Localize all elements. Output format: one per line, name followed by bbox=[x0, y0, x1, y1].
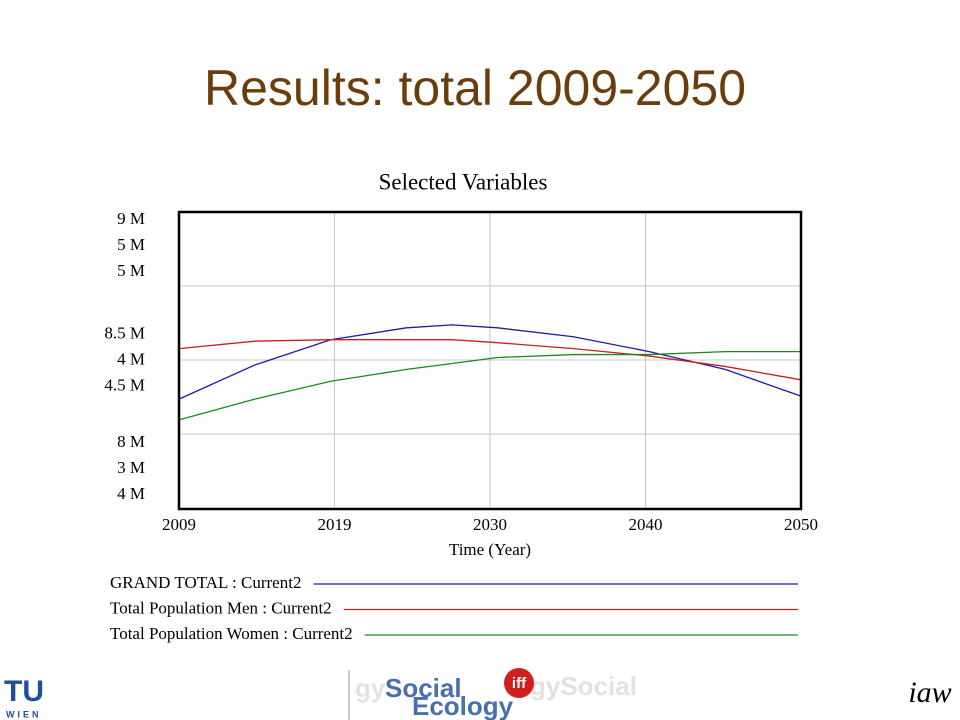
plot-frame bbox=[177, 210, 803, 511]
chart-title: Selected Variables bbox=[379, 169, 548, 194]
y-tick-label: 8.5 M bbox=[104, 323, 145, 342]
logo-ecology: Ecology bbox=[412, 691, 514, 720]
tu-logo: TU bbox=[4, 675, 44, 708]
x-axis-label: Time (Year) bbox=[449, 540, 531, 559]
x-tick-label: 2030 bbox=[473, 515, 507, 534]
y-tick-label: 4 M bbox=[117, 484, 145, 503]
x-tick-label: 2019 bbox=[318, 515, 352, 534]
y-tick-label: 4 M bbox=[117, 349, 145, 368]
series-line bbox=[178, 324, 802, 400]
x-tick-label: 2050 bbox=[784, 515, 818, 534]
logo-badge bbox=[504, 668, 534, 698]
y-tick-label: 5 M bbox=[117, 261, 145, 280]
legend-label: Total Population Men : Current2 bbox=[110, 598, 332, 617]
slide-title: Results: total 2009-2050 bbox=[204, 60, 746, 116]
tu-logo-sub: WIEN bbox=[6, 709, 42, 719]
logos: TU WIEN gy gySocial Social Ecology iff i… bbox=[0, 668, 952, 720]
x-tick-label: 2040 bbox=[629, 515, 663, 534]
y-tick-label: 8 M bbox=[117, 432, 145, 451]
logo-badge-text: iff bbox=[512, 675, 527, 692]
y-tick-label: 4.5 M bbox=[104, 375, 145, 394]
series-line bbox=[178, 339, 802, 381]
y-tick-label: 9 M bbox=[117, 209, 145, 228]
y-tick-label: 3 M bbox=[117, 458, 145, 477]
legend-label: GRAND TOTAL : Current2 bbox=[110, 573, 301, 592]
logo-bg-text: gySocial bbox=[530, 671, 637, 701]
legend-label: Total Population Women : Current2 bbox=[110, 624, 353, 643]
series-line bbox=[178, 350, 801, 421]
iaw-logo: iaw bbox=[908, 676, 951, 709]
y-tick-label: 5 M bbox=[117, 235, 145, 254]
x-tick-label: 2009 bbox=[162, 515, 196, 534]
tu-logo-bg bbox=[0, 678, 62, 720]
logo-bg-text: gy bbox=[355, 673, 386, 703]
logo-social: Social bbox=[385, 673, 462, 703]
